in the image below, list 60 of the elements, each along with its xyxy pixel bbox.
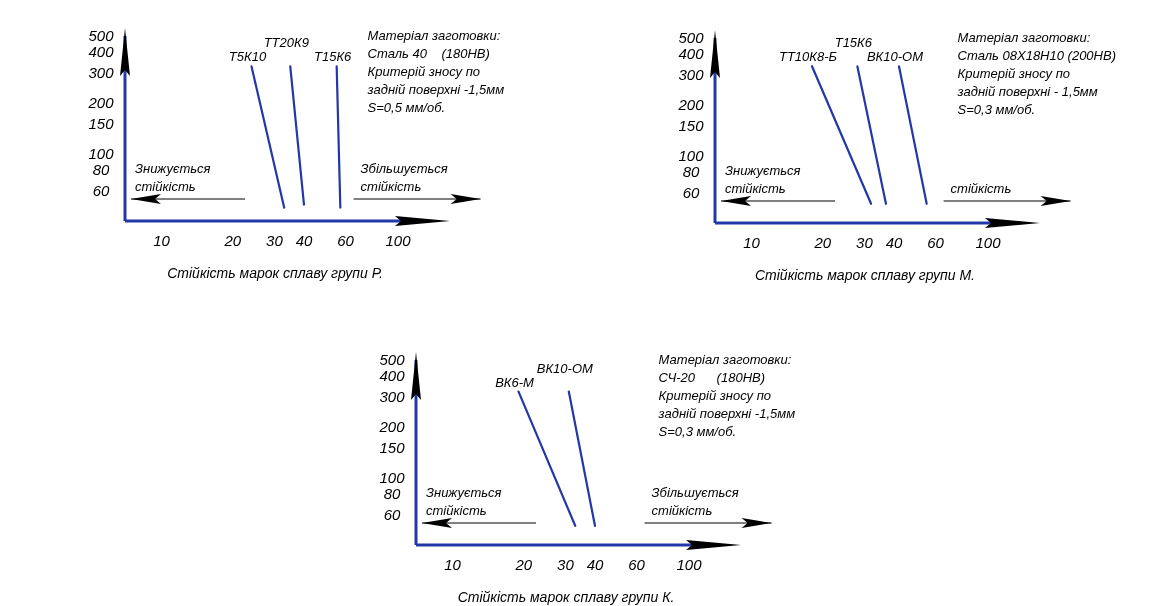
y-tick-label: 100	[379, 468, 406, 486]
y-tick-label: 400	[379, 367, 406, 385]
annotation: Знижується стійкість	[725, 163, 801, 196]
y-tick-label: 150	[88, 115, 115, 133]
y-tick-label: 60	[383, 506, 401, 524]
series-label: ВК10-ОМ	[536, 360, 593, 376]
x-tick-label: 10	[444, 556, 462, 573]
x-tick-label: 20	[223, 232, 242, 249]
y-tick-label: 80	[383, 485, 401, 503]
y-tick-label: 80	[92, 161, 110, 179]
y-tick-label: 200	[378, 418, 406, 436]
x-tick-label: 60	[337, 232, 355, 249]
y-tick-label: 500	[678, 29, 705, 46]
x-tick-label: 30	[266, 232, 284, 249]
series-label: ТТ10К8-Б	[778, 49, 838, 65]
y-tick-label: 60	[682, 184, 700, 202]
y-tick-label: 80	[682, 163, 700, 181]
x-tick-label: 30	[856, 234, 874, 251]
x-tick-label: 20	[813, 234, 832, 251]
series-label: ВК10-ОМ	[866, 49, 924, 65]
y-tick-label: 300	[678, 66, 705, 84]
series-label: ВК6-М	[495, 374, 535, 390]
x-tick-label: 10	[743, 234, 761, 251]
y-tick-label: 500	[379, 351, 406, 368]
y-tick-label: 200	[677, 96, 705, 114]
series-label: Т15К6	[314, 49, 353, 65]
annotation: Знижується стійкість	[426, 485, 502, 518]
y-tick-label: 300	[379, 388, 406, 406]
x-tick-label: 60	[927, 234, 945, 251]
x-tick-label: 60	[628, 556, 646, 573]
y-tick-label: 150	[678, 117, 705, 135]
x-tick-label: 30	[557, 556, 575, 573]
y-tick-label: 60	[92, 182, 110, 200]
series-label: Т15К6	[834, 35, 873, 51]
x-tick-label: 100	[975, 234, 1002, 251]
annotation: Матеріал заготовки: Сталь 40 (180НВ) Критерій зносу по задній поверхні -1,5мм S=0,5 мм/об.	[366, 28, 505, 115]
y-tick-label: 400	[678, 45, 705, 63]
x-tick-label: 40	[295, 232, 313, 249]
y-tick-label: 100	[678, 146, 705, 164]
x-axis-title: Стійкість марок сплаву групи Р.	[167, 265, 383, 281]
annotation: Збільшується стійкість	[360, 161, 448, 194]
y-tick-label: 150	[379, 439, 406, 457]
x-axis-title: Стійкість марок сплаву групи К.	[457, 589, 675, 605]
annotation: Збільшується стійкість	[651, 485, 739, 518]
y-tick-label: 500	[88, 27, 115, 44]
x-tick-label: 10	[153, 232, 171, 249]
series-label: Т5К10	[228, 49, 267, 65]
x-tick-label: 20	[514, 556, 533, 573]
annotation: Матеріал заготовки: Сталь 08Х18Н10 (200НВ) Критерій зносу по задній поверхні - 1,5мм S=0,3 мм/об.	[956, 30, 1117, 117]
y-tick-label: 100	[88, 144, 115, 162]
y-tick-label: 400	[88, 43, 115, 61]
y-tick-label: 200	[87, 94, 115, 112]
annotation: Знижується стійкість	[135, 161, 211, 194]
annotation: Матеріал заготовки: СЧ-20 (180НВ) Критерій зносу по задній поверхні -1,5мм S=0,3 мм/об.	[657, 352, 796, 439]
y-tick-label: 300	[88, 64, 115, 82]
x-axis-title: Стійкість марок сплаву групи М.	[754, 267, 976, 283]
x-tick-label: 40	[885, 234, 903, 251]
x-tick-label: 40	[586, 556, 604, 573]
series-label: ТТ20К9	[263, 35, 309, 51]
annotation: стійкість	[950, 181, 1012, 196]
